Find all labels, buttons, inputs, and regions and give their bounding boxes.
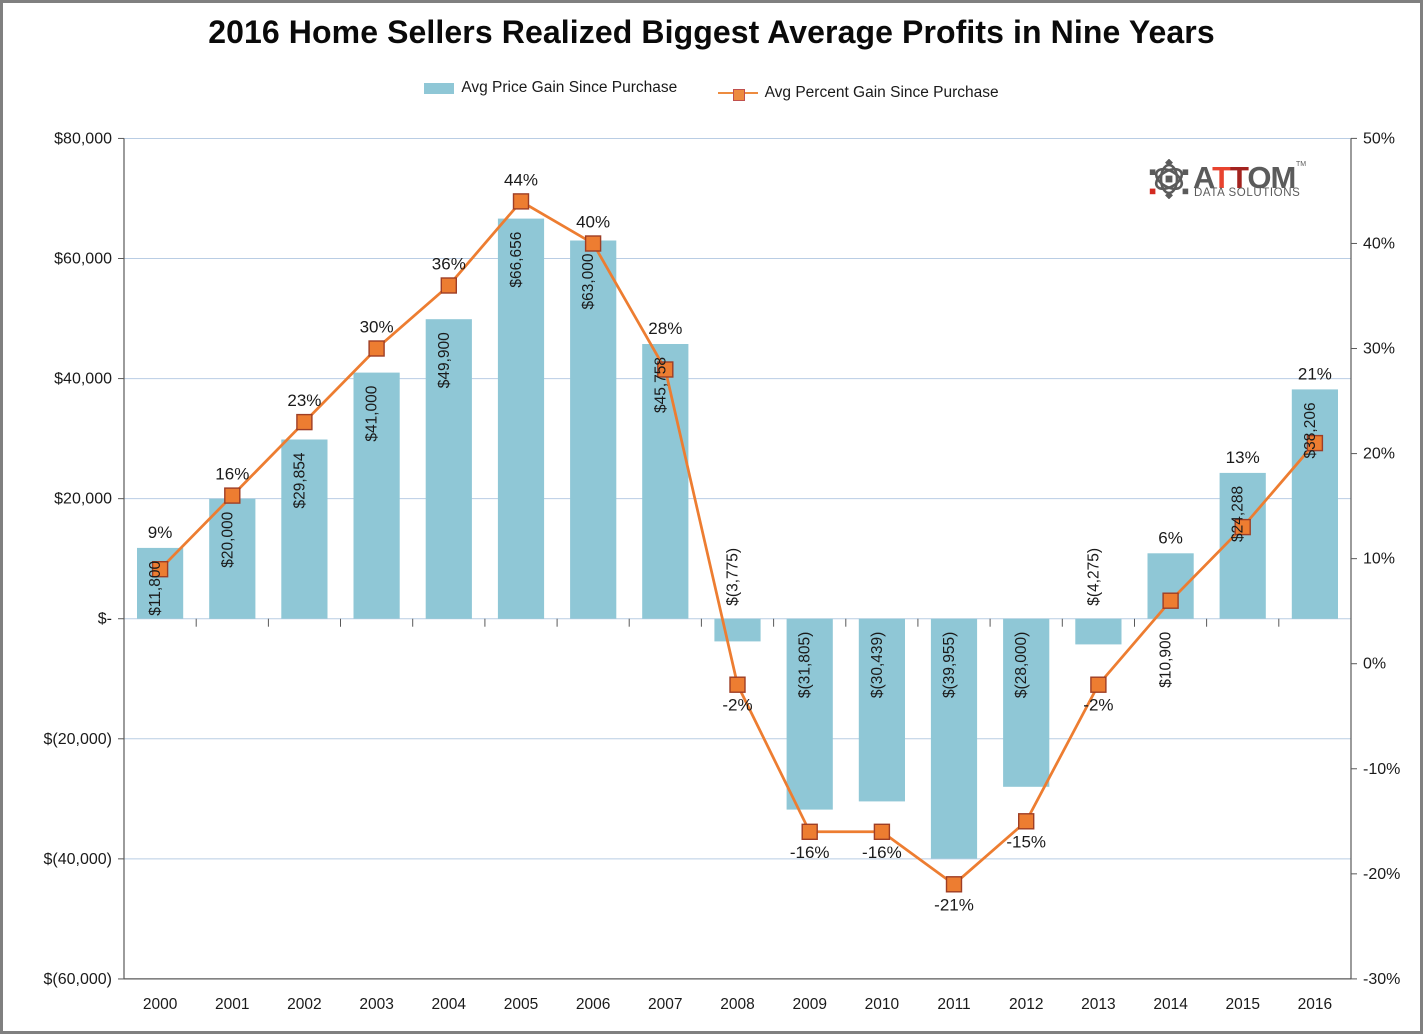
svg-text:$20,000: $20,000 [54,491,112,508]
svg-text:$(60,000): $(60,000) [44,971,113,988]
svg-text:2004: 2004 [432,996,467,1013]
svg-text:21%: 21% [1298,364,1332,383]
svg-text:44%: 44% [504,170,538,189]
svg-text:$-: $- [98,611,112,628]
svg-text:-16%: -16% [790,843,830,862]
svg-text:$(28,000): $(28,000) [1013,632,1030,698]
svg-text:$(4,275): $(4,275) [1085,548,1102,606]
svg-text:$(3,775): $(3,775) [725,548,742,606]
svg-text:2008: 2008 [720,996,754,1013]
svg-text:$60,000: $60,000 [54,251,112,268]
svg-text:$49,900: $49,900 [436,332,453,388]
svg-text:2000: 2000 [143,996,178,1013]
svg-text:2013: 2013 [1081,996,1115,1013]
svg-text:2003: 2003 [359,996,393,1013]
svg-text:2001: 2001 [215,996,249,1013]
svg-text:2011: 2011 [937,996,970,1013]
svg-text:$10,900: $10,900 [1158,631,1175,687]
svg-text:$41,000: $41,000 [364,385,381,441]
svg-text:$80,000: $80,000 [54,130,112,147]
svg-text:30%: 30% [360,318,394,337]
svg-text:36%: 36% [432,255,466,274]
svg-text:0%: 0% [1363,656,1386,673]
svg-text:2009: 2009 [792,996,826,1013]
svg-text:2010: 2010 [865,996,900,1013]
svg-text:2015: 2015 [1225,996,1259,1013]
svg-text:30%: 30% [1363,341,1395,358]
svg-text:$20,000: $20,000 [219,511,236,567]
svg-text:$(20,000): $(20,000) [44,731,113,748]
svg-text:40%: 40% [576,213,610,232]
svg-text:$24,288: $24,288 [1230,486,1247,542]
svg-text:28%: 28% [648,319,682,338]
svg-text:$(30,439): $(30,439) [869,632,886,698]
svg-text:2005: 2005 [504,996,538,1013]
svg-text:$40,000: $40,000 [54,371,112,388]
svg-text:$29,854: $29,854 [291,452,308,508]
svg-text:-20%: -20% [1363,866,1400,883]
svg-text:-2%: -2% [722,696,752,715]
svg-text:2002: 2002 [287,996,321,1013]
svg-text:-2%: -2% [1083,696,1113,715]
svg-text:$66,656: $66,656 [508,232,525,288]
svg-text:2014: 2014 [1153,996,1188,1013]
svg-text:2016: 2016 [1298,996,1332,1013]
svg-text:-16%: -16% [862,843,902,862]
svg-text:-15%: -15% [1006,832,1046,851]
svg-text:$63,000: $63,000 [580,253,597,309]
svg-text:16%: 16% [215,465,249,484]
svg-text:$45,758: $45,758 [652,357,669,413]
svg-text:2007: 2007 [648,996,682,1013]
svg-text:2012: 2012 [1009,996,1043,1013]
svg-text:-21%: -21% [934,895,974,914]
svg-text:2006: 2006 [576,996,610,1013]
svg-text:$11,800: $11,800 [147,561,164,616]
svg-text:$(39,955): $(39,955) [941,632,958,698]
svg-text:$38,206: $38,206 [1302,402,1319,458]
svg-text:23%: 23% [287,391,321,410]
svg-text:-30%: -30% [1363,971,1400,988]
svg-text:$(40,000): $(40,000) [44,851,113,868]
svg-text:9%: 9% [148,523,173,542]
svg-text:40%: 40% [1363,236,1395,253]
svg-text:13%: 13% [1226,448,1260,467]
svg-text:6%: 6% [1158,528,1183,547]
svg-text:50%: 50% [1363,130,1395,147]
svg-text:10%: 10% [1363,551,1395,568]
svg-text:-10%: -10% [1363,761,1400,778]
svg-text:20%: 20% [1363,446,1395,463]
svg-text:$(31,805): $(31,805) [797,632,814,698]
